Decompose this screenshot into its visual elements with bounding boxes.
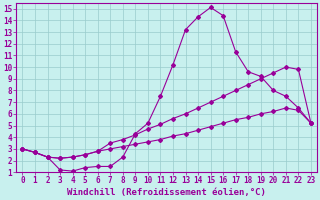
X-axis label: Windchill (Refroidissement éolien,°C): Windchill (Refroidissement éolien,°C) [67, 188, 266, 197]
